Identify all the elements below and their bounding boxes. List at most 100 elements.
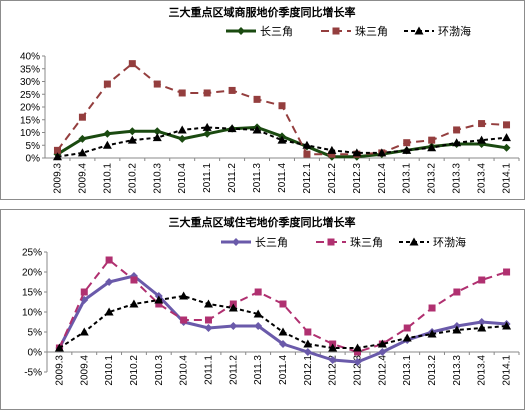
data-point <box>178 134 187 143</box>
data-point <box>128 127 137 136</box>
data-point <box>353 358 362 366</box>
x-tick-label: 2012.3 <box>352 163 363 194</box>
data-point <box>502 143 511 152</box>
data-point <box>502 133 512 142</box>
data-point <box>253 95 261 103</box>
data-point <box>129 299 139 308</box>
y-tick-label: -5% <box>24 368 42 379</box>
y-tick-label: 25% <box>20 90 40 101</box>
data-point <box>453 126 461 134</box>
commercial-chart-canvas: 三大重点区域商服地价季度同比增长率 0% 5% 10% 15%20% 25% 30% 35%… <box>20 5 520 194</box>
x-tick-label: 2009.3 <box>54 355 65 386</box>
data-point <box>304 328 312 336</box>
data-point <box>428 136 436 144</box>
data-point <box>202 122 212 131</box>
x-tick-label: 2011.4 <box>277 163 288 193</box>
legend-label: 珠三角 <box>355 24 388 38</box>
data-point <box>52 152 62 161</box>
x-tick-label: 2010.1 <box>104 355 115 386</box>
data-point <box>103 80 111 88</box>
data-point <box>354 348 362 356</box>
data-point <box>153 127 162 136</box>
y-tick-label: 15% <box>22 288 42 299</box>
data-point <box>402 145 412 154</box>
legend-marker <box>414 26 424 35</box>
x-tick-label: 2010.2 <box>129 355 140 386</box>
data-point <box>253 309 263 318</box>
data-point <box>127 135 137 144</box>
data-point <box>378 348 387 356</box>
y-tick-label: 15% <box>20 115 40 126</box>
data-point <box>128 60 136 68</box>
data-point <box>303 150 311 158</box>
data-point <box>402 333 412 342</box>
data-point <box>353 343 363 352</box>
chart-title: 三大重点区域商服地价季度同比增长率 <box>169 5 356 19</box>
data-point <box>279 340 287 348</box>
data-point <box>78 113 86 121</box>
x-tick-label: 2013.2 <box>427 163 438 194</box>
x-tick-label: 2011.1 <box>202 163 213 193</box>
legend-label: 环渤海 <box>438 24 471 38</box>
data-point <box>155 300 163 308</box>
data-point <box>229 322 238 330</box>
y-tick-label: 10% <box>22 308 42 319</box>
x-tick-label: 2010.4 <box>179 355 190 386</box>
data-point <box>178 89 186 97</box>
y-tick-label: 0% <box>28 348 43 359</box>
data-point <box>152 133 162 142</box>
legend-marker <box>327 238 335 246</box>
commercial-land-price-chart: 三大重点区域商服地价季度同比增长率 0% 5% 10% 15% 20% 25% 30% 35%… <box>0 0 525 200</box>
data-point <box>453 288 461 296</box>
data-point <box>328 150 336 158</box>
legend-label: 珠三角 <box>350 235 383 249</box>
data-point <box>54 343 64 352</box>
legend-marker <box>409 237 419 246</box>
data-point <box>452 138 462 147</box>
x-tick-label: 2012.4 <box>377 355 388 386</box>
x-tick-label: 2009.3 <box>52 163 63 194</box>
data-point <box>477 318 486 326</box>
data-point <box>104 307 114 316</box>
x-tick-label: 2013.2 <box>427 355 438 386</box>
data-point <box>478 120 486 128</box>
data-point <box>203 299 213 308</box>
y-tick-label: 0% <box>26 154 41 165</box>
data-point <box>177 125 187 134</box>
data-point <box>203 89 211 97</box>
data-point <box>503 268 511 276</box>
y-tick-label: 10% <box>20 128 40 139</box>
y-tick-label: 35% <box>20 64 40 75</box>
x-tick-label: 2013.1 <box>402 355 413 386</box>
data-point <box>302 140 312 149</box>
x-tick-label: 2009.4 <box>79 355 90 386</box>
x-tick-label: 2014.1 <box>502 355 513 386</box>
data-point <box>477 135 487 144</box>
x-tick-label: 2011.3 <box>252 163 263 193</box>
data-point <box>303 348 312 356</box>
data-point <box>377 339 387 348</box>
data-point <box>477 323 487 332</box>
y-tick-label: 20% <box>22 268 42 279</box>
data-point <box>79 327 89 336</box>
data-point <box>105 256 113 264</box>
x-tick-label: 2011.2 <box>227 163 238 193</box>
x-tick-label: 2013.1 <box>402 163 413 194</box>
y-tick-label: 25% <box>22 248 42 259</box>
x-tick-label: 2012.1 <box>303 355 314 386</box>
legend-marker <box>237 27 245 35</box>
data-point <box>254 288 262 296</box>
legend-label: 环渤海 <box>433 235 466 249</box>
x-tick-label: 2012.2 <box>328 355 339 386</box>
data-point <box>403 324 411 332</box>
chart-title: 三大重点区域住宅地价季度同比增长率 <box>169 215 356 229</box>
x-tick-label: 2012.3 <box>353 355 364 386</box>
y-tick-label: 20% <box>20 103 40 114</box>
x-tick-label: 2012.4 <box>377 163 388 194</box>
data-point <box>503 121 511 129</box>
data-point <box>105 278 114 286</box>
x-tick-label: 2013.4 <box>477 355 488 386</box>
data-point <box>303 339 313 348</box>
residential-chart-canvas: 三大重点区域住宅地价季度同比增长率 -5% 0% 5% 10% 15% 20% 25% 200… <box>22 215 520 386</box>
data-point <box>153 80 161 88</box>
